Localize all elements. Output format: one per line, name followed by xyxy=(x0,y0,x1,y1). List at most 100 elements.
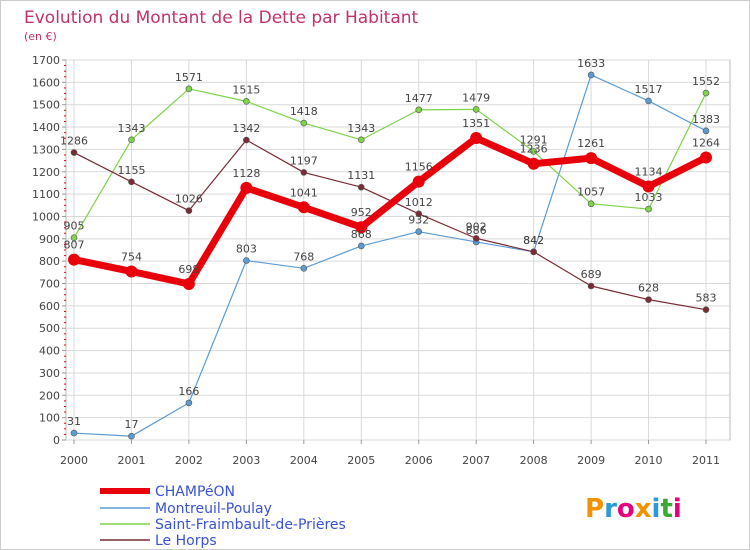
data-label: 868 xyxy=(351,228,372,241)
series-line xyxy=(73,88,707,239)
data-label: 1479 xyxy=(462,91,490,104)
x-axis-ticks: 2000 2001 2002 2003 2004 2005 2006 2007 2008 2009… xyxy=(60,440,720,467)
data-label: 932 xyxy=(408,214,429,227)
data-point xyxy=(702,306,710,313)
data-point xyxy=(128,178,135,186)
data-label: 952 xyxy=(351,206,372,219)
data-label: 1236 xyxy=(520,143,548,156)
data-point xyxy=(128,432,135,440)
data-point xyxy=(645,205,652,213)
legend: CHAMPéON Montreuil-Poulay Saint-Fraimbau… xyxy=(100,484,346,549)
data-point xyxy=(128,136,135,144)
data-label: 1197 xyxy=(290,154,318,167)
data-label: 1155 xyxy=(117,164,145,177)
y-tick-label: 900 xyxy=(39,233,60,246)
data-point xyxy=(645,296,652,303)
data-point xyxy=(297,201,310,214)
plot-area xyxy=(65,59,731,441)
data-label: 1552 xyxy=(692,75,720,88)
data-point xyxy=(300,119,308,127)
unit-label: (en €) xyxy=(24,30,57,43)
data-point xyxy=(243,98,250,105)
y-tick-label: 500 xyxy=(39,322,60,335)
data-point xyxy=(355,221,368,234)
logo-text: Proxiti xyxy=(585,494,682,524)
data-point xyxy=(243,136,250,144)
y-tick-label: 1700 xyxy=(32,54,60,67)
data-label: 902 xyxy=(466,220,487,233)
data-point xyxy=(357,242,365,250)
data-point xyxy=(587,200,595,208)
data-point xyxy=(470,132,483,145)
data-label: 166 xyxy=(178,385,199,398)
data-label: 1477 xyxy=(405,92,433,105)
y-tick-label: 800 xyxy=(39,255,60,268)
data-point xyxy=(182,277,195,290)
x-tick-label: 2002 xyxy=(175,454,203,467)
legend-label-saint-fraimbault: Saint-Fraimbault-de-Prières xyxy=(155,517,346,533)
data-label: 1351 xyxy=(462,117,490,130)
data-point xyxy=(415,228,423,235)
data-label: 807 xyxy=(64,239,85,252)
y-tick-label: 1100 xyxy=(32,188,60,201)
y-tick-label: 400 xyxy=(39,345,60,358)
y-tick-label: 700 xyxy=(39,278,60,291)
x-tick-label: 2008 xyxy=(520,454,548,467)
x-tick-label: 2009 xyxy=(577,454,605,467)
data-label: 31 xyxy=(67,415,81,428)
grid xyxy=(66,59,730,441)
data-label: 583 xyxy=(696,292,717,305)
x-tick-label: 2005 xyxy=(347,454,375,467)
data-point xyxy=(125,265,138,278)
data-point xyxy=(527,157,540,170)
x-tick-label: 2001 xyxy=(117,454,145,467)
data-label: 1012 xyxy=(405,196,433,209)
legend-label-champeon: CHAMPéON xyxy=(155,484,235,500)
y-tick-label: 100 xyxy=(39,412,60,425)
x-tick-label: 2000 xyxy=(60,454,88,467)
data-point xyxy=(300,169,308,176)
data-label: 1057 xyxy=(577,186,605,199)
data-point xyxy=(70,149,78,156)
data-label: 1571 xyxy=(175,71,203,84)
data-point xyxy=(185,399,193,407)
data-label: 1041 xyxy=(290,186,318,199)
data-point xyxy=(70,429,78,437)
data-label: 886 xyxy=(466,224,487,237)
data-point xyxy=(530,148,537,155)
data-point xyxy=(185,207,193,214)
data-labels: 31 17 166 803 768 868 932 886 842 1633 1517 1383 905… xyxy=(60,57,720,431)
data-label: 754 xyxy=(121,250,142,263)
data-label: 1517 xyxy=(635,83,663,96)
y-tick-label: 300 xyxy=(39,367,60,380)
data-label: 1131 xyxy=(347,169,375,182)
data-point xyxy=(645,97,652,105)
data-label: 1264 xyxy=(692,136,720,149)
data-point xyxy=(240,181,253,194)
y-tick-label: 600 xyxy=(39,300,60,313)
series-montreuil-poulay xyxy=(70,71,710,440)
x-tick-label: 2004 xyxy=(290,454,318,467)
data-point xyxy=(70,234,78,242)
y-tick-label: 1000 xyxy=(32,210,60,223)
y-tick-label: 0 xyxy=(53,434,60,447)
y-tick-label: 1600 xyxy=(32,76,60,89)
data-point xyxy=(585,152,598,165)
data-label: 628 xyxy=(638,282,659,295)
series-line xyxy=(73,74,707,437)
data-label: 1343 xyxy=(347,122,375,135)
x-tick-label: 2007 xyxy=(462,454,490,467)
proxiti-logo: Proxiti xyxy=(585,494,682,524)
data-point xyxy=(642,180,655,193)
data-label: 1033 xyxy=(635,191,663,204)
y-tick-label: 200 xyxy=(39,389,60,402)
data-label: 689 xyxy=(581,268,602,281)
data-label: 1156 xyxy=(405,161,433,174)
data-point xyxy=(243,257,250,264)
series-layer xyxy=(68,71,712,440)
data-label: 905 xyxy=(64,220,85,233)
data-point xyxy=(587,282,595,290)
data-label: 1134 xyxy=(635,166,663,179)
legend-label-le-horps: Le Horps xyxy=(155,533,217,549)
data-label: 842 xyxy=(523,234,544,247)
